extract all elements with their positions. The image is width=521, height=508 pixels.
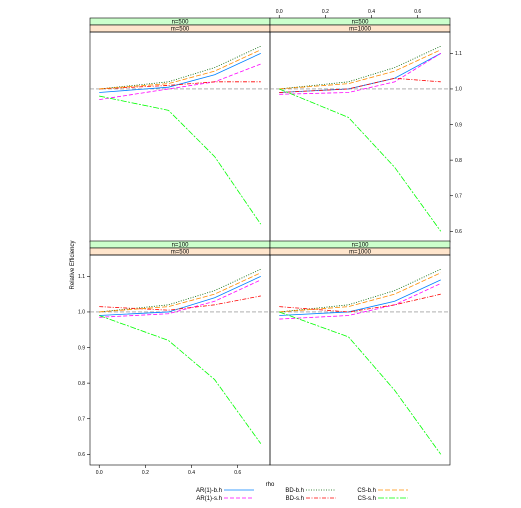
legend-label-cs_bh: CS-b.h	[357, 488, 376, 494]
y-tick-label: 0.6	[455, 229, 462, 235]
x-tick-label: 0.4	[368, 9, 375, 15]
strip-n-label: n=500	[172, 19, 190, 25]
x-tick-label: 0.6	[234, 470, 241, 476]
strip-m-label: m=500	[171, 249, 190, 255]
y-axis-title: Relative Efficiency	[70, 241, 76, 290]
x-tick-label: 0.2	[142, 470, 149, 476]
x-axis-title: rho	[266, 482, 275, 488]
y-tick-label: 0.8	[78, 381, 85, 387]
panels-layer: n=500m=500n=500m=1000n=100m=500n=100m=10…	[89, 17, 451, 466]
series-line-cs_bh	[279, 272, 441, 313]
series-line-bd_sh	[279, 77, 441, 93]
y-tick-label: 0.9	[78, 345, 85, 351]
series-line-ar1_bh	[99, 52, 261, 93]
series-line-bd_bh	[279, 45, 441, 90]
x-tick-label: 0.0	[96, 470, 103, 476]
panel-frame	[89, 31, 271, 243]
strip-m-label: m=1000	[349, 249, 372, 255]
y-tick-label: 1.1	[455, 51, 462, 57]
strip-n-label: n=100	[172, 242, 190, 248]
legend-label-bd_bh: BD-b.h	[285, 488, 304, 494]
series-line-ar1_sh	[99, 63, 261, 101]
ticks-layer: 0.0 0.2 0.4 0.6 0.0 0.2 0.4 0.6 0.6 0.7 0.8 0.9 1.0 1…	[78, 9, 462, 476]
series-line-cs_bh	[279, 49, 441, 90]
y-tick-label: 1.1	[78, 274, 85, 280]
x-tick-label: 0.6	[414, 9, 421, 15]
series-line-bd_sh	[99, 81, 261, 90]
series-line-cs_bh	[99, 49, 261, 90]
x-tick-label: 0.0	[276, 9, 283, 15]
legend-label-ar1_sh: AR(1)-s.h	[196, 496, 222, 502]
strip-m-label: m=500	[171, 26, 190, 32]
strip-n-label: n=500	[352, 19, 370, 25]
series-line-ar1_sh	[279, 53, 441, 95]
legend: AR(1)-b.h AR(1)-s.h BD-b.h BD-s.h CS-b.h CS-s…	[196, 488, 408, 502]
panel-frame	[89, 254, 271, 466]
series-line-ar1_bh	[99, 275, 261, 316]
strip-m-label: m=1000	[349, 26, 372, 32]
series-line-cs_sh	[99, 95, 262, 225]
series-line-bd_bh	[279, 268, 441, 313]
panel-frame	[269, 254, 451, 466]
panel-frame	[269, 31, 451, 243]
y-tick-label: 0.9	[455, 122, 462, 128]
series-line-ar1_sh	[279, 283, 441, 320]
series-line-cs_sh	[99, 315, 262, 444]
legend-label-ar1_bh: AR(1)-b.h	[196, 488, 222, 494]
series-line-ar1_sh	[99, 279, 261, 318]
series-line-cs_bh	[99, 272, 261, 313]
x-tick-label: 0.4	[188, 470, 195, 476]
y-tick-label: 0.7	[78, 417, 85, 423]
series-line-bd_bh	[99, 45, 261, 90]
series-line-bd_sh	[99, 295, 261, 311]
series-line-ar1_bh	[279, 279, 441, 316]
y-tick-label: 0.6	[78, 452, 85, 458]
x-tick-label: 0.2	[322, 9, 329, 15]
series-line-bd_bh	[99, 268, 261, 313]
y-tick-label: 0.8	[455, 158, 462, 164]
series-line-cs_sh	[279, 88, 442, 232]
legend-label-bd_sh: BD-s.h	[286, 496, 304, 502]
series-line-cs_sh	[279, 311, 442, 455]
series-line-bd_sh	[279, 293, 441, 313]
y-tick-label: 1.0	[455, 87, 462, 93]
legend-label-cs_sh: CS-s.h	[358, 496, 376, 502]
strip-n-label: n=100	[352, 242, 370, 248]
y-tick-label: 1.0	[78, 310, 85, 316]
y-tick-label: 0.7	[455, 194, 462, 200]
